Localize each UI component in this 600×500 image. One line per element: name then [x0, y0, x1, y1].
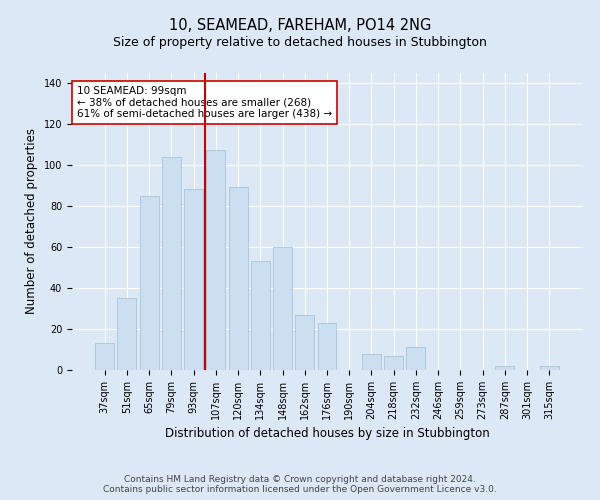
Bar [184, 190, 203, 370]
Text: 10 SEAMEAD: 99sqm
← 38% of detached houses are smaller (268)
61% of semi-detache: 10 SEAMEAD: 99sqm ← 38% of detached hous… [77, 86, 332, 119]
Bar [95, 344, 114, 370]
Bar [140, 196, 158, 370]
Bar [162, 156, 181, 370]
Bar [384, 356, 403, 370]
Bar [229, 188, 248, 370]
Bar [317, 323, 337, 370]
Text: Size of property relative to detached houses in Stubbington: Size of property relative to detached ho… [113, 36, 487, 49]
Bar [540, 366, 559, 370]
Bar [362, 354, 381, 370]
Bar [406, 348, 425, 370]
X-axis label: Distribution of detached houses by size in Stubbington: Distribution of detached houses by size … [164, 428, 490, 440]
Bar [295, 314, 314, 370]
Bar [206, 150, 225, 370]
Text: 10, SEAMEAD, FAREHAM, PO14 2NG: 10, SEAMEAD, FAREHAM, PO14 2NG [169, 18, 431, 32]
Bar [273, 247, 292, 370]
Text: Contains HM Land Registry data © Crown copyright and database right 2024.
Contai: Contains HM Land Registry data © Crown c… [103, 474, 497, 494]
Y-axis label: Number of detached properties: Number of detached properties [25, 128, 38, 314]
Bar [496, 366, 514, 370]
Bar [118, 298, 136, 370]
Bar [251, 262, 270, 370]
